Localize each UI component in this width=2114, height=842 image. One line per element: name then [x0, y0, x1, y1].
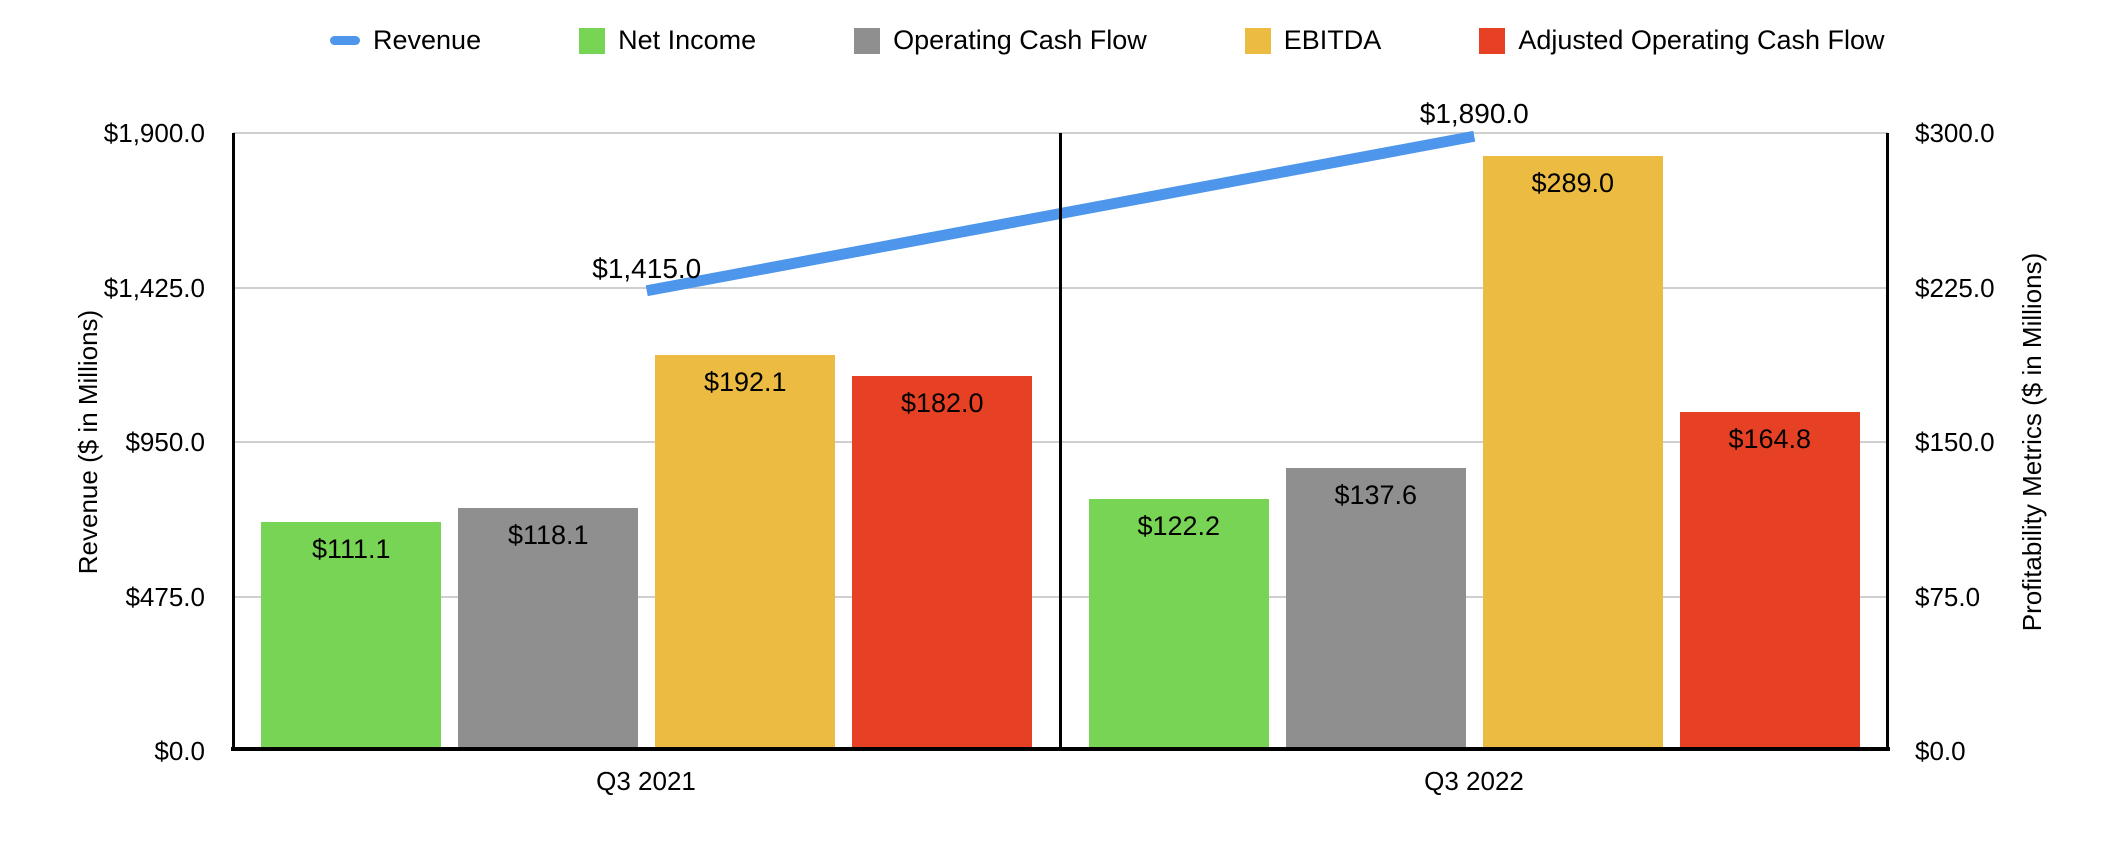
right-axis-tick-label: $0.0	[1915, 736, 1966, 766]
legend-swatch-ebitda-icon	[1244, 27, 1271, 54]
right-axis-tick-label: $75.0	[1915, 581, 1981, 612]
plot-area: $111.1 $122.2 $118.1 $137.6 $192.1 $289.0 $182…	[231, 100, 1890, 751]
legend-swatch-net-income-icon	[579, 27, 606, 54]
bar-value-label: $289.0	[1531, 167, 1615, 198]
x-axis-line	[231, 747, 1890, 751]
legend-label: Operating Cash Flow	[893, 25, 1147, 55]
bar-net-income-q3-2022	[1088, 499, 1269, 751]
legend-item-operating-cash-flow: Operating Cash Flow	[854, 27, 1147, 54]
plot-right-border	[1886, 133, 1889, 751]
bar-operating-cash-flow-q3-2022	[1285, 467, 1466, 751]
bar-value-label: $137.6	[1334, 479, 1418, 510]
category-divider	[1059, 133, 1062, 751]
legend-label: Adjusted Operating Cash Flow	[1518, 25, 1885, 55]
left-axis-tick-label: $1,900.0	[103, 118, 205, 148]
bar-value-label: $164.8	[1728, 423, 1812, 454]
left-axis-tick-label: $1,425.0	[103, 272, 205, 303]
legend-swatch-adjusted-operating-cash-flow-icon	[1479, 27, 1506, 54]
bar-adjusted-operating-cash-flow-q3-2021	[852, 376, 1033, 751]
right-axis-tick-label: $150.0	[1915, 427, 1995, 457]
chart-legend: Revenue Net Income Operating Cash Flow EBIT…	[330, 27, 1885, 54]
bar-adjusted-operating-cash-flow-q3-2022	[1679, 411, 1860, 751]
legend-item-net-income: Net Income	[579, 27, 756, 54]
left-axis-tick-label: $0.0	[154, 736, 205, 766]
bar-value-label: $182.0	[900, 388, 984, 419]
x-axis-label-q3-2022: Q3 2022	[1424, 766, 1524, 796]
bar-operating-cash-flow-q3-2021	[458, 507, 639, 751]
legend-label: EBITDA	[1283, 25, 1382, 55]
bar-value-label: $118.1	[507, 519, 589, 550]
legend-item-revenue: Revenue	[330, 27, 481, 54]
legend-item-ebitda: EBITDA	[1244, 25, 1382, 55]
revenue-point-label-q3-2021: $1,415.0	[592, 252, 702, 284]
plot-left-border	[232, 133, 235, 751]
bar-value-label: $122.2	[1137, 511, 1221, 542]
legend-label: Net Income	[618, 25, 757, 55]
bar-ebitda-q3-2022	[1482, 155, 1663, 751]
bar-ebitda-q3-2021	[655, 355, 836, 751]
right-axis-tick-label: $225.0	[1915, 272, 1995, 303]
legend-swatch-revenue-icon	[330, 36, 360, 45]
bar-net-income-q3-2021	[261, 522, 442, 751]
left-axis-tick-label: $475.0	[125, 581, 205, 612]
legend-swatch-operating-cash-flow-icon	[854, 27, 881, 54]
legend-label: Revenue	[373, 25, 482, 55]
bar-value-label: $111.1	[311, 534, 391, 565]
revenue-point-label-q3-2022: $1,890.0	[1419, 98, 1529, 130]
x-axis-label-q3-2021: Q3 2021	[596, 766, 696, 796]
bar-value-label: $192.1	[703, 367, 787, 398]
legend-item-adjusted-operating-cash-flow: Adjusted Operating Cash Flow	[1479, 25, 1885, 55]
right-axis-tick-label: $300.0	[1915, 118, 1995, 148]
left-axis-tick-label: $950.0	[125, 427, 205, 457]
